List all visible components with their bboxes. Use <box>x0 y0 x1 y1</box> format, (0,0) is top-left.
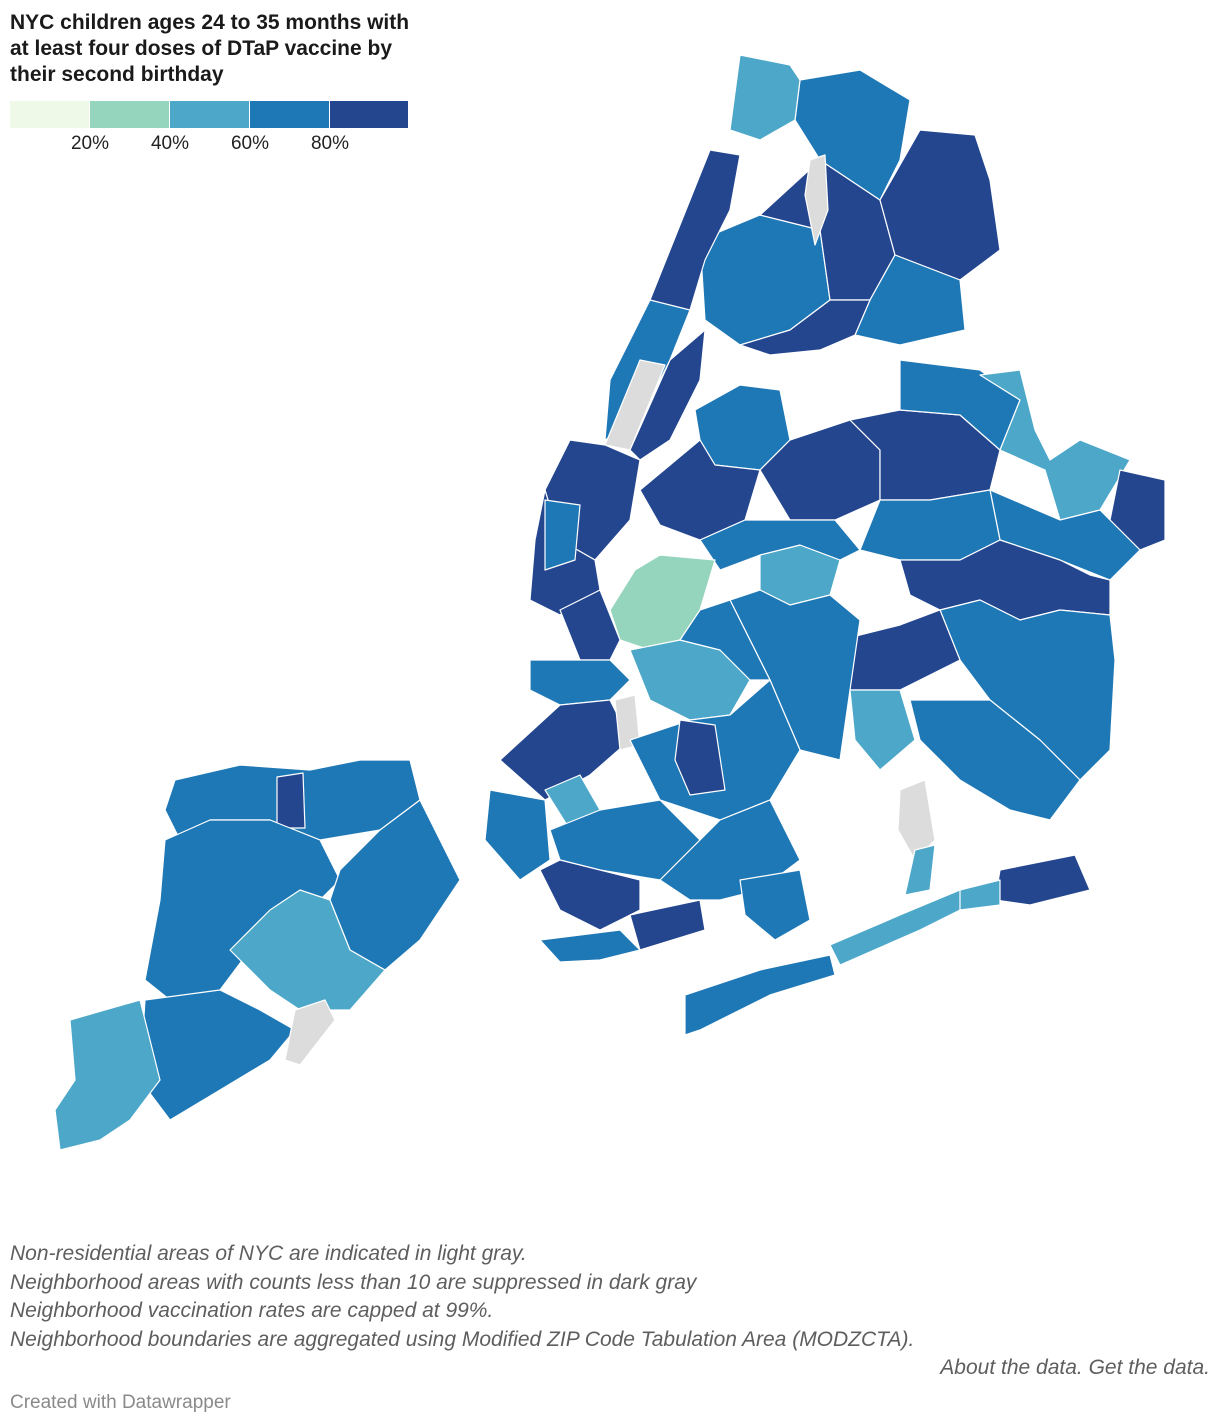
color-legend: 20% 40% 60% 80% <box>10 101 410 161</box>
nyc-choropleth-map[interactable] <box>0 0 1220 1200</box>
legend-tick-20: 20% <box>70 133 110 154</box>
brooklyn-sea-gate[interactable] <box>539 929 641 963</box>
queens-central[interactable] <box>859 489 1001 561</box>
queens-lic[interactable] <box>639 439 761 541</box>
datawrapper-credit[interactable]: Created with Datawrapper <box>10 1392 231 1413</box>
chart-title: NYC children ages 24 to 35 months with a… <box>10 11 410 86</box>
brooklyn-bushwick[interactable] <box>679 599 771 681</box>
bronx-region-south[interactable] <box>739 299 871 356</box>
riverdale-region[interactable] <box>729 54 801 141</box>
legend-swatch-0-20 <box>10 101 89 128</box>
queens-rosedale[interactable] <box>909 699 1081 821</box>
staten-island-southwest[interactable] <box>54 999 161 1151</box>
note-suppressed: Neighborhood areas with counts less than… <box>10 1270 697 1294</box>
queens-east[interactable] <box>1109 469 1166 551</box>
queens-woodhaven[interactable] <box>699 519 861 571</box>
note-nonresidential: Non-residential areas of NYC are indicat… <box>10 1242 527 1265</box>
bronx-region-north[interactable] <box>794 69 911 201</box>
bronx-nonres-park[interactable] <box>804 154 829 246</box>
brooklyn-east-flatbush[interactable] <box>674 719 726 796</box>
manhattan-upper-east[interactable] <box>629 329 706 461</box>
staten-island-nonres[interactable] <box>284 999 336 1066</box>
staten-island-mid[interactable] <box>229 889 386 1011</box>
get-data-link[interactable]: Get the data. <box>1088 1356 1210 1379</box>
staten-island-south[interactable] <box>139 989 296 1121</box>
legend-swatch-80-100 <box>330 101 408 128</box>
legend-tick-80: 80% <box>310 133 350 154</box>
rockaway-east[interactable] <box>994 854 1091 906</box>
rockaway-west[interactable] <box>684 954 836 1036</box>
brooklyn-bay-ridge[interactable] <box>484 789 551 881</box>
rockaway-central[interactable] <box>829 889 971 966</box>
legend-swatch-60-80 <box>250 101 329 128</box>
broad-channel[interactable] <box>904 844 936 896</box>
legend-tick-60: 60% <box>230 133 270 154</box>
queens-southeast[interactable] <box>939 599 1116 781</box>
queens-bayside[interactable] <box>979 369 1131 521</box>
queens-jfk-area[interactable] <box>849 689 916 771</box>
brooklyn-williamsburg[interactable] <box>559 589 621 661</box>
brooklyn-gravesend[interactable] <box>539 859 641 931</box>
note-capped: Neighborhood vaccination rates are cappe… <box>10 1299 494 1322</box>
brooklyn-downtown[interactable] <box>529 659 631 706</box>
about-data-link[interactable]: About the data. <box>940 1356 1083 1379</box>
data-links: About the data. Get the data. <box>10 1354 1210 1383</box>
rockaway-far[interactable] <box>959 879 1001 911</box>
staten-island-north-enclave[interactable] <box>276 772 306 829</box>
legend-swatch-20-40 <box>90 101 169 128</box>
legend-tick-40: 40% <box>150 133 190 154</box>
footnotes: Non-residential areas of NYC are indicat… <box>10 1240 1210 1383</box>
brooklyn-coney-island[interactable] <box>629 899 706 951</box>
brooklyn-marine-park[interactable] <box>739 869 811 941</box>
note-boundaries: Neighborhood boundaries are aggregated u… <box>10 1327 915 1351</box>
legend-swatch-40-60 <box>170 101 249 128</box>
manhattan-lower-west[interactable] <box>544 499 581 571</box>
